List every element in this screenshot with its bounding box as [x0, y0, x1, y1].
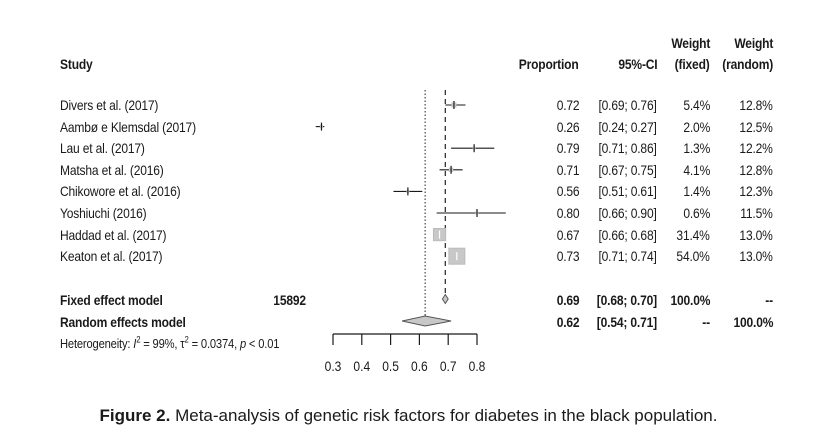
figure-caption: Figure 2. Meta-analysis of genetic risk … [0, 406, 817, 426]
study-ci: [0.66; 0.90] [598, 205, 657, 221]
random-model-weight-random: 100.0% [733, 314, 773, 330]
x-axis-tick-label: 0.7 [440, 358, 457, 374]
study-proportion: 0.67 [556, 226, 579, 243]
fixed-model-proportion: 0.69 [556, 292, 579, 308]
study-weight-random: 11.5% [740, 205, 774, 221]
study-weight-random: 12.8% [739, 97, 773, 113]
study-weight-random: 12.2% [739, 140, 773, 157]
tau2-value: = 0.0374, [188, 336, 240, 351]
study-proportion: 0.56 [556, 183, 579, 200]
i2-value: = 99%, [140, 336, 181, 351]
x-axis-tick-label: 0.6 [411, 358, 428, 374]
study-weight-fixed: 2.0% [683, 118, 710, 135]
study-ci: [0.24; 0.27] [598, 118, 657, 135]
i2-symbol: I [133, 336, 137, 351]
study-ci: [0.66; 0.68] [598, 226, 657, 243]
random-effects-diamond [402, 315, 452, 327]
tau2-symbol: τ [180, 336, 185, 351]
study-ci: [0.71; 0.86] [598, 140, 657, 157]
study-weight-fixed: 4.1% [683, 161, 710, 178]
study-weight-fixed: 1.3% [683, 140, 710, 157]
study-weight-fixed: 5.4% [683, 97, 710, 113]
fixed-model-weight-fixed: 100.0% [670, 292, 710, 308]
study-name: Yoshiuchi (2016) [60, 205, 147, 221]
header-weight-fixed-2: (fixed) [675, 56, 710, 72]
caption-text: Meta-analysis of genetic risk factors fo… [170, 406, 718, 425]
study-ci: [0.67; 0.75] [598, 161, 657, 178]
study-proportion: 0.72 [556, 97, 579, 113]
study-weight-random: 13.0% [739, 226, 773, 243]
p-value: < 0.01 [245, 336, 280, 351]
header-ci: 95%-CI [617, 56, 657, 72]
p-symbol: p [239, 336, 246, 351]
study-proportion: 0.73 [556, 248, 579, 265]
study-name: Lau et al. (2017) [60, 140, 145, 157]
study-name: Divers et al. (2017) [60, 97, 159, 113]
fixed-model-weight-random: -- [765, 292, 773, 308]
study-weight-fixed: 54.0% [676, 248, 710, 265]
random-model-proportion: 0.62 [556, 314, 579, 330]
study-weight-random: 12.8% [739, 161, 773, 178]
study-ci: [0.69; 0.76] [598, 97, 657, 113]
caption-label: Figure 2. [99, 406, 171, 425]
random-model-weight-fixed: -- [702, 314, 710, 330]
study-weight-fixed: 31.4% [676, 226, 710, 243]
study-weight-random: 12.5% [739, 118, 773, 135]
study-name: Aambø e Klemsdal (2017) [60, 118, 196, 135]
study-name: Chikowore et al. (2016) [60, 183, 181, 200]
header-weight-random-2: (random) [722, 56, 773, 72]
header-weight-random-1: Weight [734, 35, 773, 51]
random-model-ci: [0.54; 0.71] [596, 314, 657, 330]
x-axis-tick-label: 0.8 [469, 358, 486, 374]
x-axis-tick-label: 0.5 [382, 358, 399, 374]
study-proportion: 0.79 [556, 140, 579, 157]
fixed-effect-diamond [441, 293, 449, 305]
header-proportion: Proportion [519, 56, 579, 72]
study-ci: [0.71; 0.74] [598, 248, 657, 265]
heterogeneity-prefix: Heterogeneity: [60, 336, 134, 351]
study-weight-fixed: 1.4% [683, 183, 710, 200]
header-weight-fixed-1: Weight [671, 35, 710, 51]
study-weight-random: 13.0% [739, 248, 773, 265]
fixed-model-ci: [0.68; 0.70] [596, 292, 657, 308]
heterogeneity-text: Heterogeneity: I2 = 99%, τ2 = 0.0374, p … [60, 334, 280, 351]
study-proportion: 0.80 [556, 205, 579, 221]
study-name: Keaton et al. (2017) [60, 248, 163, 265]
fixed-model-total: 15892 [273, 292, 306, 308]
study-name: Matsha et al. (2016) [60, 161, 164, 178]
study-proportion: 0.26 [556, 118, 579, 135]
fixed-model-label: Fixed effect model [60, 292, 163, 308]
x-axis-tick-label: 0.4 [353, 358, 370, 374]
study-name: Haddad et al. (2017) [60, 226, 167, 243]
x-axis-tick-label: 0.3 [325, 358, 342, 374]
study-ci: [0.51; 0.61] [598, 183, 657, 200]
study-weight-fixed: 0.6% [683, 205, 710, 221]
study-proportion: 0.71 [556, 161, 579, 178]
random-model-label: Random effects model [60, 314, 186, 330]
header-study: Study [60, 56, 93, 72]
study-weight-random: 12.3% [739, 183, 773, 200]
